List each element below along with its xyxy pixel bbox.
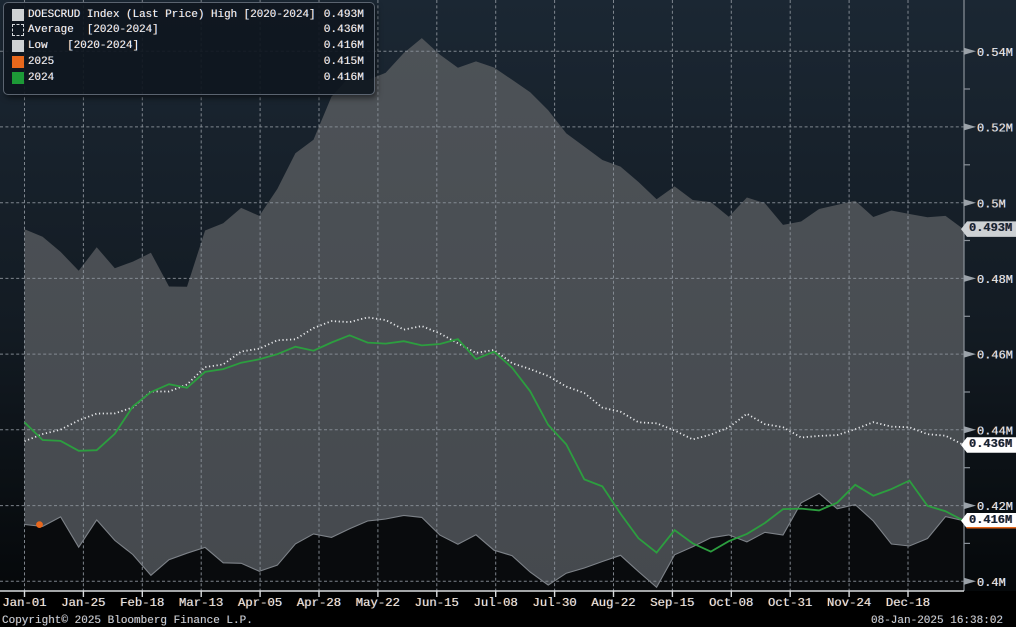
- svg-text:08-Jan-2025 16:38:02: 08-Jan-2025 16:38:02: [871, 615, 1003, 627]
- svg-text:Sep-15: Sep-15: [650, 596, 694, 610]
- svg-text:Apr-05: Apr-05: [238, 596, 282, 610]
- svg-text:Jul-08: Jul-08: [474, 596, 518, 610]
- svg-text:Aug-22: Aug-22: [591, 596, 635, 610]
- svg-text:Jul-30: Jul-30: [532, 596, 576, 610]
- svg-text:0.42M: 0.42M: [977, 500, 1013, 514]
- svg-text:Mar-13: Mar-13: [179, 596, 223, 610]
- svg-text:0.5M: 0.5M: [977, 197, 1006, 211]
- svg-text:0.48M: 0.48M: [977, 273, 1013, 287]
- svg-text:0.52M: 0.52M: [977, 122, 1013, 136]
- svg-text:0.4M: 0.4M: [977, 576, 1006, 590]
- svg-text:Jan-01: Jan-01: [2, 596, 46, 610]
- svg-text:0.54M: 0.54M: [977, 46, 1013, 60]
- svg-text:Oct-31: Oct-31: [768, 596, 812, 610]
- svg-text:Jan-25: Jan-25: [61, 596, 105, 610]
- svg-text:Apr-28: Apr-28: [297, 596, 341, 610]
- svg-text:0.46M: 0.46M: [977, 349, 1013, 363]
- svg-text:Oct-08: Oct-08: [709, 596, 753, 610]
- svg-text:May-22: May-22: [356, 596, 400, 610]
- svg-text:Nov-24: Nov-24: [827, 596, 871, 610]
- svg-text:0.44M: 0.44M: [977, 424, 1013, 438]
- svg-text:Copyright© 2025 Bloomberg Fina: Copyright© 2025 Bloomberg Finance L.P.: [2, 615, 253, 627]
- svg-text:Jun-15: Jun-15: [415, 596, 459, 610]
- svg-text:Dec-18: Dec-18: [886, 596, 930, 610]
- svg-text:Feb-18: Feb-18: [120, 596, 164, 610]
